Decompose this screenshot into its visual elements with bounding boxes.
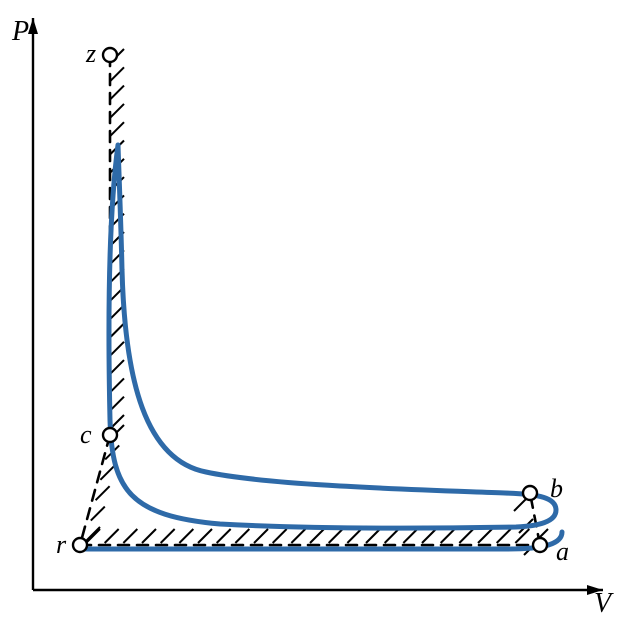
point-c-marker [103, 428, 117, 442]
point-b-marker [523, 486, 537, 500]
point-z-label: z [85, 39, 96, 68]
point-c-label: c [80, 420, 92, 449]
point-a-marker [533, 538, 547, 552]
point-a-label: a [556, 537, 569, 566]
point-b-label: b [550, 474, 563, 503]
axis-x-label: V [594, 588, 614, 619]
point-z-marker [103, 48, 117, 62]
point-r-label: r [56, 530, 67, 559]
axis-y-label: P [11, 16, 29, 47]
point-r-marker [73, 538, 87, 552]
